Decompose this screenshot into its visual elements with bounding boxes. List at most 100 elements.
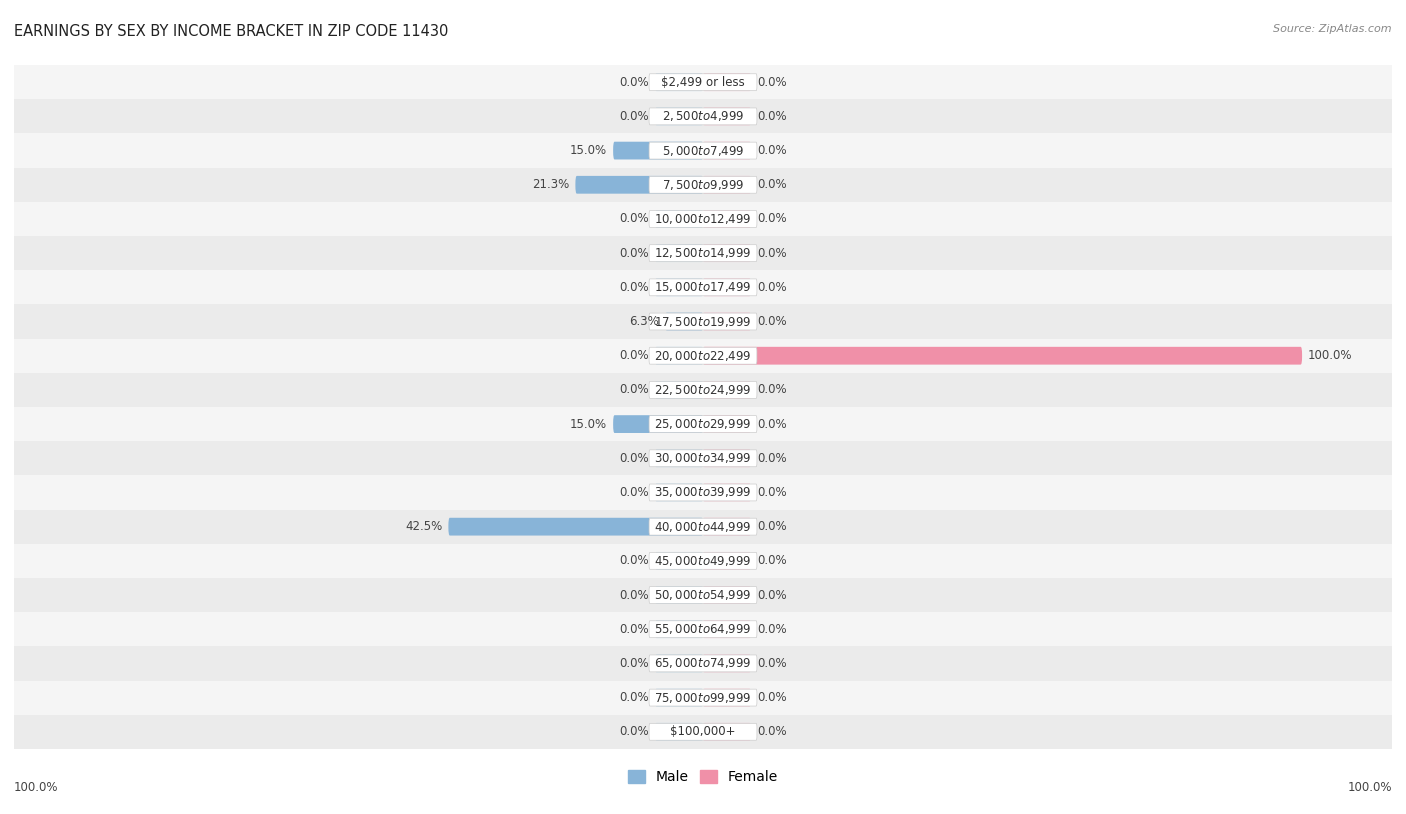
Bar [0,715,1406,749]
Text: $12,500 to $14,999: $12,500 to $14,999 [654,246,752,260]
Text: 0.0%: 0.0% [756,110,786,123]
FancyBboxPatch shape [650,689,756,706]
FancyBboxPatch shape [703,73,751,91]
Bar [0,65,1406,99]
FancyBboxPatch shape [703,347,1302,365]
Text: 0.0%: 0.0% [756,281,786,294]
Text: $65,000 to $74,999: $65,000 to $74,999 [654,656,752,671]
Bar [0,270,1406,304]
Text: 0.0%: 0.0% [756,76,786,89]
Text: 0.0%: 0.0% [620,383,650,396]
Text: 0.0%: 0.0% [620,589,650,602]
FancyBboxPatch shape [650,348,756,364]
FancyBboxPatch shape [650,142,756,159]
Text: 0.0%: 0.0% [756,383,786,396]
Text: $17,500 to $19,999: $17,500 to $19,999 [654,314,752,329]
Text: 21.3%: 21.3% [531,178,569,191]
FancyBboxPatch shape [703,484,751,501]
Text: 100.0%: 100.0% [1347,781,1392,794]
Bar [0,236,1406,270]
Text: 0.0%: 0.0% [620,247,650,260]
FancyBboxPatch shape [650,211,756,227]
Bar [0,441,1406,475]
Text: 0.0%: 0.0% [756,212,786,225]
Text: $55,000 to $64,999: $55,000 to $64,999 [654,622,752,637]
FancyBboxPatch shape [655,107,703,125]
FancyBboxPatch shape [655,586,703,604]
Text: 0.0%: 0.0% [620,281,650,294]
FancyBboxPatch shape [703,278,751,296]
Bar [0,578,1406,612]
Text: $20,000 to $22,499: $20,000 to $22,499 [654,348,752,363]
Text: 0.0%: 0.0% [620,452,650,465]
FancyBboxPatch shape [655,244,703,262]
Text: Source: ZipAtlas.com: Source: ZipAtlas.com [1274,24,1392,34]
Text: $22,500 to $24,999: $22,500 to $24,999 [654,383,752,397]
Text: 0.0%: 0.0% [756,623,786,636]
Text: 0.0%: 0.0% [620,623,650,636]
FancyBboxPatch shape [655,449,703,467]
Text: $75,000 to $99,999: $75,000 to $99,999 [654,690,752,705]
Text: 0.0%: 0.0% [756,520,786,533]
FancyBboxPatch shape [650,621,756,637]
Text: 0.0%: 0.0% [620,212,650,225]
Bar [0,202,1406,236]
FancyBboxPatch shape [703,654,751,672]
Legend: Male, Female: Male, Female [623,764,783,790]
FancyBboxPatch shape [703,210,751,228]
FancyBboxPatch shape [703,313,751,330]
Text: 0.0%: 0.0% [756,144,786,157]
Text: $50,000 to $54,999: $50,000 to $54,999 [654,588,752,602]
Bar [0,544,1406,578]
FancyBboxPatch shape [650,724,756,740]
FancyBboxPatch shape [650,245,756,261]
FancyBboxPatch shape [703,244,751,262]
Bar [0,339,1406,373]
FancyBboxPatch shape [655,654,703,672]
Text: $10,000 to $12,499: $10,000 to $12,499 [654,212,752,226]
Text: 0.0%: 0.0% [756,486,786,499]
Text: 15.0%: 15.0% [569,144,607,157]
FancyBboxPatch shape [665,313,703,330]
FancyBboxPatch shape [703,552,751,570]
Text: 0.0%: 0.0% [620,110,650,123]
Bar [0,646,1406,681]
FancyBboxPatch shape [650,416,756,432]
Text: $30,000 to $34,999: $30,000 to $34,999 [654,451,752,466]
FancyBboxPatch shape [449,518,703,536]
FancyBboxPatch shape [650,279,756,295]
FancyBboxPatch shape [650,177,756,193]
Text: 0.0%: 0.0% [620,657,650,670]
Text: $35,000 to $39,999: $35,000 to $39,999 [654,485,752,500]
Text: 0.0%: 0.0% [620,349,650,362]
Text: 0.0%: 0.0% [756,247,786,260]
FancyBboxPatch shape [655,689,703,707]
FancyBboxPatch shape [650,382,756,398]
Bar [0,510,1406,544]
FancyBboxPatch shape [703,107,751,125]
Text: 0.0%: 0.0% [620,554,650,567]
Text: 0.0%: 0.0% [756,554,786,567]
Text: $7,500 to $9,999: $7,500 to $9,999 [662,177,744,192]
FancyBboxPatch shape [650,587,756,603]
FancyBboxPatch shape [613,142,703,160]
FancyBboxPatch shape [655,278,703,296]
Text: $5,000 to $7,499: $5,000 to $7,499 [662,143,744,158]
FancyBboxPatch shape [655,210,703,228]
FancyBboxPatch shape [575,176,703,194]
FancyBboxPatch shape [655,347,703,365]
FancyBboxPatch shape [703,620,751,638]
Bar [0,304,1406,339]
FancyBboxPatch shape [650,108,756,125]
Text: 0.0%: 0.0% [756,178,786,191]
Text: 6.3%: 6.3% [630,315,659,328]
Text: $45,000 to $49,999: $45,000 to $49,999 [654,554,752,568]
FancyBboxPatch shape [655,552,703,570]
Text: 15.0%: 15.0% [569,418,607,431]
Bar [0,133,1406,168]
Text: $40,000 to $44,999: $40,000 to $44,999 [654,519,752,534]
FancyBboxPatch shape [650,313,756,330]
Text: 0.0%: 0.0% [620,725,650,738]
Text: 0.0%: 0.0% [756,315,786,328]
Bar [0,475,1406,510]
